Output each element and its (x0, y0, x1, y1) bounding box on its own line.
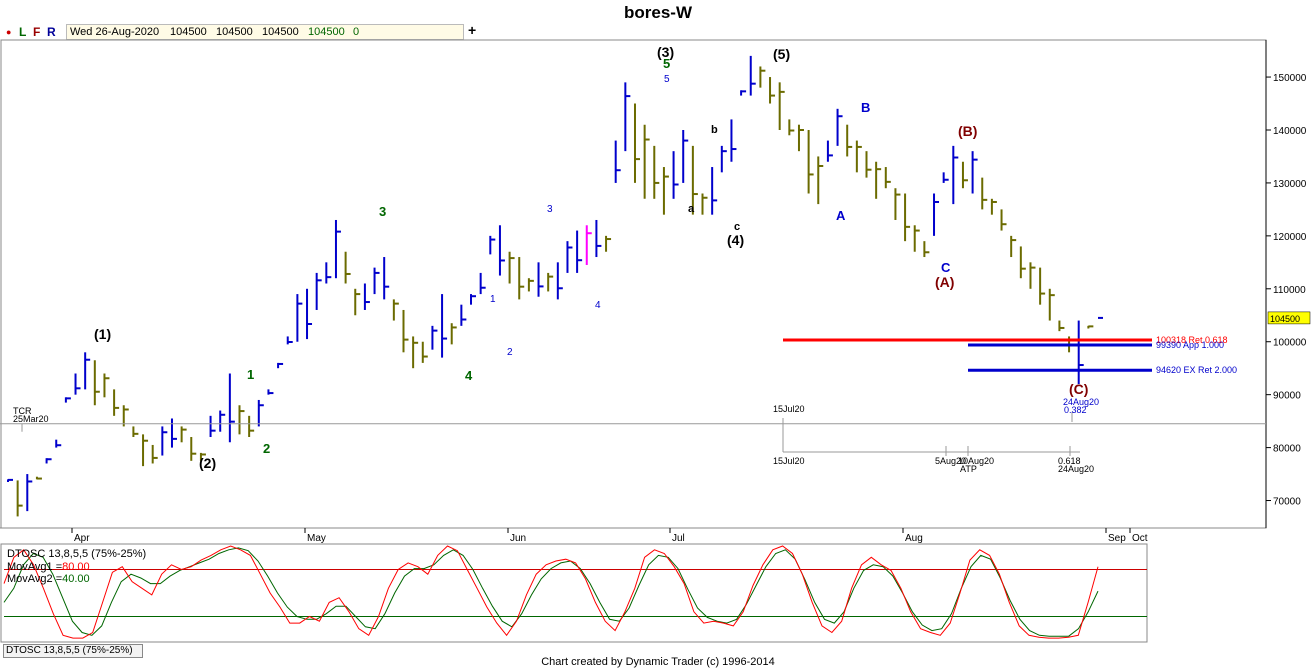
osc-title: DTOSC 13,8,5,5 (75%-25%) (7, 548, 147, 560)
level-label: 100318 Ret 0.618 (1156, 335, 1228, 345)
last-price-label: 104500 (1270, 314, 1300, 324)
tcr-label: TCR (13, 406, 32, 416)
time-marker-label: 0.618 (1058, 456, 1081, 466)
wave-label: A (836, 208, 846, 223)
wave-label: b (711, 124, 718, 136)
wave-label: 1 (247, 367, 254, 382)
time-marker-label: 24Aug20 (1058, 464, 1094, 474)
quote-open: 104500 (170, 26, 207, 38)
f-button[interactable]: F (33, 25, 41, 39)
movavg2-label: MovAvg2 = (7, 573, 63, 585)
oscillator-tab[interactable]: DTOSC 13,8,5,5 (75%-25%) (3, 644, 143, 658)
tcr-date-label: 25Mar20 (13, 414, 49, 424)
r-button[interactable]: R (47, 25, 56, 39)
wave-label: 5 (663, 56, 670, 71)
wave-label: 4 (595, 300, 601, 311)
toolbar: ● L F R (0, 24, 1316, 40)
level-label: 99390 App 1.000 (1156, 340, 1224, 350)
wave-label: (B) (958, 123, 977, 139)
wave-label: (1) (94, 326, 111, 342)
wave-label: 4 (465, 368, 473, 383)
movavg1-label: MovAvg1 = (7, 561, 63, 573)
x-tick-label: Sep (1108, 533, 1126, 544)
time-marker-label: 5Aug20 (935, 456, 966, 466)
x-tick-label: May (307, 533, 326, 544)
movavg1-readout: MovAvg1 =80.00 (7, 561, 90, 573)
quote-high: 104500 (216, 26, 253, 38)
add-button[interactable]: + (468, 22, 477, 38)
wave-label: B (861, 100, 870, 115)
wave-label: 2 (507, 347, 513, 358)
time-marker-label: 15Jul20 (773, 456, 805, 466)
level-label: 94620 EX Ret 2.000 (1156, 365, 1237, 375)
x-tick-label: Jun (510, 533, 526, 544)
y-tick-label: 90000 (1273, 391, 1301, 402)
movavg2-value: 40.00 (62, 573, 90, 585)
x-tick-label: Aug (905, 533, 923, 544)
y-tick-label: 80000 (1273, 444, 1301, 455)
wave-label: (A) (935, 274, 954, 290)
y-tick-label: 150000 (1273, 73, 1307, 84)
wave-label: (3) (657, 44, 674, 60)
wave-label: (4) (727, 232, 744, 248)
wave-label: a (688, 203, 695, 215)
osc-slow-line (3, 547, 1099, 637)
y-tick-label: 140000 (1273, 126, 1307, 137)
movavg2-readout: MovAvg2 =40.00 (7, 573, 90, 585)
wave-label: c (734, 221, 740, 233)
time-marker-label: 10Aug20 (958, 456, 994, 466)
time-marker-label: 0.382 (1064, 405, 1087, 415)
x-tick-label: Jul (672, 533, 685, 544)
record-button[interactable]: ● (6, 27, 12, 37)
time-marker-label: 24Aug20 (1063, 397, 1099, 407)
wave-label: 3 (547, 204, 553, 215)
y-tick-label: 130000 (1273, 179, 1307, 190)
quote-close: 104500 (308, 26, 345, 38)
wave-label: (2) (199, 455, 216, 471)
l-button[interactable]: L (19, 25, 27, 39)
osc-fast-line (3, 545, 1099, 639)
y-tick-label: 70000 (1273, 497, 1301, 508)
wave-label: (C) (1069, 381, 1088, 397)
y-tick-label: 120000 (1273, 232, 1307, 243)
quote-date: Wed 26-Aug-2020 (70, 26, 160, 38)
wave-label: 1 (490, 294, 496, 305)
wave-label: 2 (263, 441, 270, 456)
y-tick-label: 100000 (1273, 338, 1307, 349)
footer-credit: Chart created by Dynamic Trader (c) 1996… (541, 656, 775, 668)
wave-label: 3 (379, 204, 386, 219)
y-tick-label: 110000 (1273, 285, 1306, 296)
wave-label: 5 (664, 74, 670, 85)
x-tick-label: Oct (1132, 533, 1148, 544)
movavg1-value: 80.00 (62, 561, 90, 573)
wave-label: C (941, 260, 951, 275)
time-marker-label: 15Jul20 (773, 404, 805, 414)
quote-change: 0 (353, 26, 360, 38)
wave-label: (5) (773, 46, 790, 62)
oscillator-panel-border (0, 543, 1148, 643)
last-price-box (1267, 311, 1311, 325)
x-tick-label: Apr (74, 533, 90, 544)
chart-title: bores-W (624, 3, 692, 22)
time-marker-label: ATP (960, 464, 977, 474)
quote-low: 104500 (262, 26, 299, 38)
